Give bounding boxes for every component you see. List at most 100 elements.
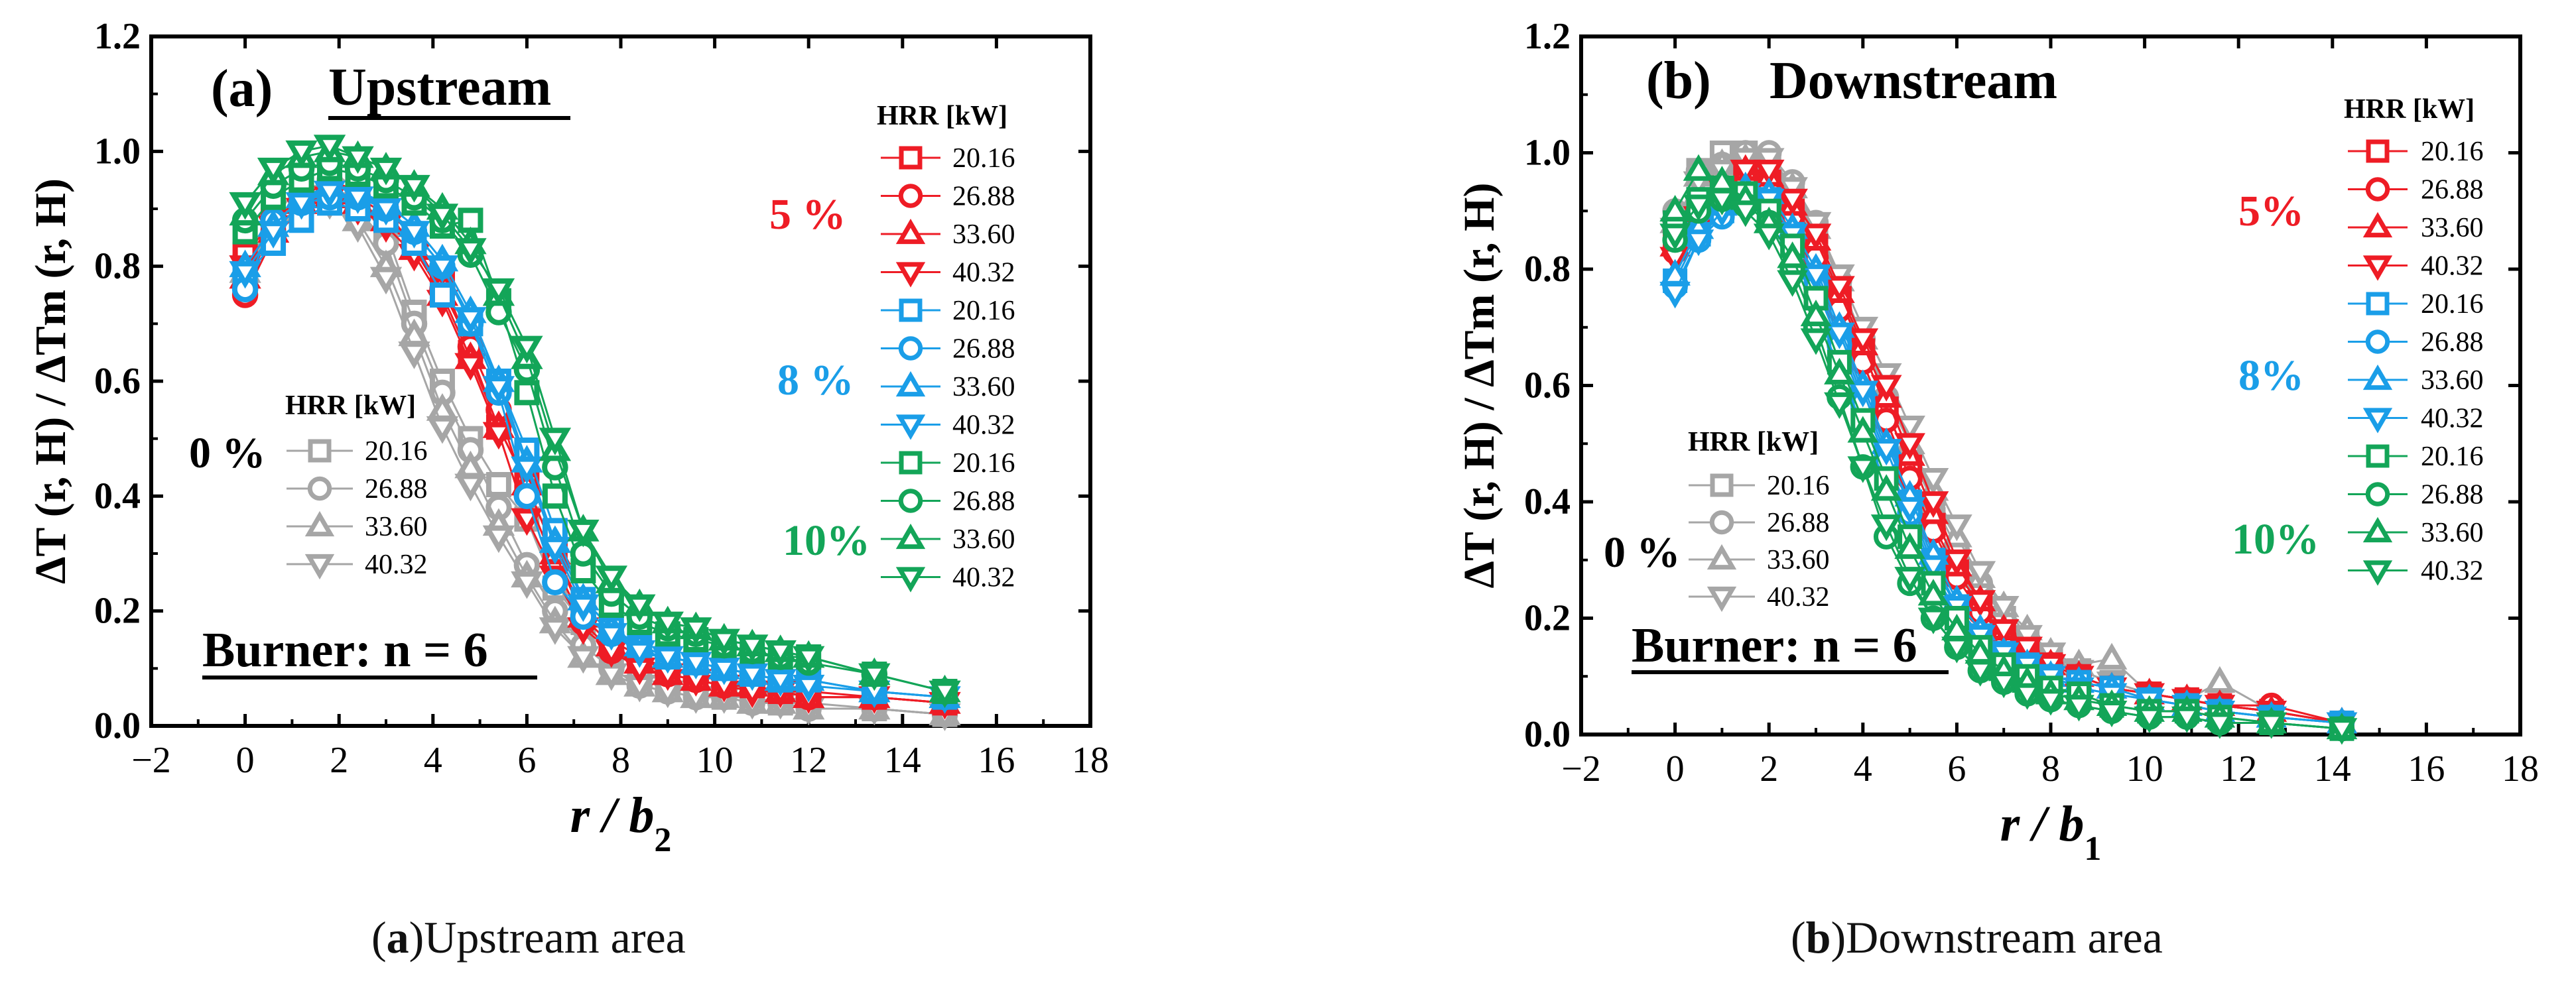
legend-marker [895,371,926,397]
legend-marker [895,523,926,550]
data-point [1847,381,1879,408]
caption-a: (a)Upstream area [371,912,686,963]
data-point [1683,194,1714,221]
data-point [1941,636,1972,664]
legend-entry: 26.88 [952,334,1015,365]
legend-entry: 33.60 [952,219,1015,250]
legend-entry: 33.60 [2421,213,2484,243]
x-tick-label: 14 [2314,748,2351,790]
data-point [929,680,961,709]
data-point [567,519,600,548]
legend-entry: 40.32 [2421,556,2484,587]
data-point [764,640,797,668]
y-axis-label: ΔT (r, H) / ΔTm (r, H) [27,178,75,584]
x-tick-label: 6 [1947,748,1966,790]
x-tick-label: 8 [612,740,630,781]
x-tick-label: 18 [1072,740,1109,781]
x-tick-label: −2 [131,740,171,781]
data-point [398,174,430,203]
y-tick-label: 0.2 [94,591,141,632]
legend-entry: 20.16 [952,143,1015,174]
legend-entry: 26.88 [952,487,1015,517]
legend-entry: 33.60 [2421,518,2484,548]
data-point [426,416,459,444]
data-point [454,353,487,381]
data-point [736,634,769,662]
data-point [567,646,600,674]
x-tick-label: 16 [978,740,1015,781]
x-tick-label: 2 [330,740,348,781]
legend-marker [898,184,923,208]
y-tick-label: 1.0 [94,131,141,172]
x-tick-label: 14 [884,740,921,781]
data-point [1777,188,1808,215]
data-point [1847,456,1879,483]
x-tick-label: −2 [1561,748,1601,790]
data-point [398,341,430,369]
legend-marker [898,489,923,513]
y-tick-label: 1.0 [1524,133,1571,174]
legend-marker [1709,510,1734,535]
data-point [1777,241,1808,268]
data-point [369,266,403,295]
data-point [708,628,740,657]
data-point [2035,689,2067,716]
legend-title: HRR [kW] [877,101,1007,131]
legend-entry: 40.32 [952,258,1015,288]
data-point [454,473,487,502]
data-point [313,180,346,209]
group-label: 5 % [769,190,846,239]
data-point [1870,514,1902,542]
data-point [1870,474,1902,501]
legend-marker [2362,364,2393,390]
data-point [454,238,487,266]
legend-marker [899,451,923,475]
data-point [1659,223,1691,251]
data-point [1870,375,1902,402]
legend-marker [1707,586,1737,613]
legend-marker [2362,255,2393,281]
burner-label: Burner: n = 6 [202,623,488,677]
legend-marker [304,554,335,580]
data-point [539,428,572,455]
x-axis-label: r / b2 [570,788,672,859]
x-axis-label: r / b1 [2000,796,2102,868]
x-tick-label: 6 [517,740,536,781]
data-point [1800,299,1832,327]
y-tick-label: 1.2 [94,16,141,57]
data-point [2096,700,2128,728]
data-point [1964,660,1996,687]
data-point [454,307,487,335]
data-point [1683,154,1714,181]
legend-marker [895,567,926,593]
data-point [736,663,769,691]
data-point [511,456,543,485]
data-point [2063,695,2094,722]
data-point [1917,607,1949,634]
data-point [764,669,797,697]
legend-entry: 20.16 [1767,471,1830,501]
y-tick-label: 0.0 [1524,714,1571,755]
legend-marker [2362,408,2393,434]
legend-entry: 40.32 [2421,404,2484,434]
legend-entry: 26.88 [2421,327,2484,358]
legend-marker [308,439,332,463]
legend-entry: 26.88 [952,182,1015,212]
series-10pct-40_32 [229,135,961,709]
data-point [429,282,455,308]
data-point [1988,672,2020,699]
y-tick-label: 0.4 [1524,481,1571,522]
data-point [2134,706,2165,733]
data-point [229,192,261,220]
group-label: 8% [2238,351,2304,400]
data-point [1917,579,1949,606]
data-point [623,594,656,622]
series-10pct-40_32 [1659,188,2358,745]
data-point [1894,433,1925,460]
caption-b: (b)Downstream area [1791,912,2163,963]
x-tick-label: 4 [1854,748,1872,790]
data-point [2204,666,2236,693]
data-point [1777,270,1808,297]
group-label: 10% [2232,515,2319,563]
